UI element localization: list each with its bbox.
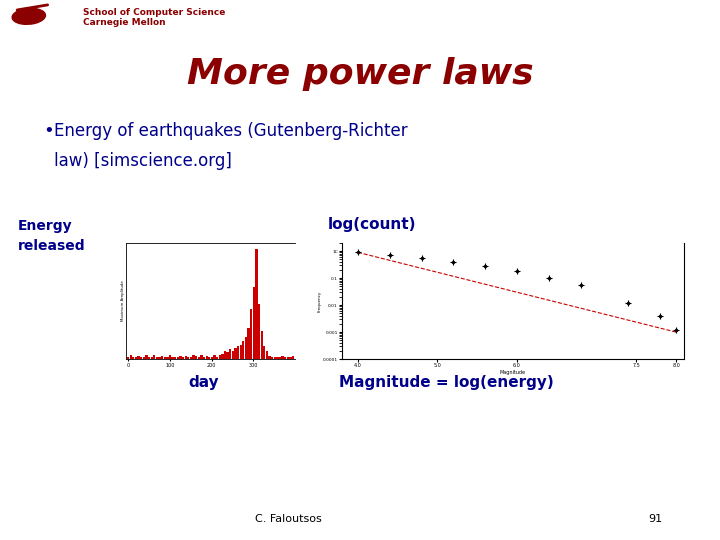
Bar [211, 357, 213, 359]
Text: 91: 91 [648, 514, 662, 524]
Bar [200, 355, 202, 359]
Bar [271, 357, 274, 359]
Bar [156, 357, 158, 359]
Bar [163, 357, 166, 359]
Bar [266, 352, 268, 359]
Bar [153, 355, 156, 359]
Bar [237, 346, 239, 359]
Text: C. Faloutsos: C. Faloutsos [255, 514, 321, 524]
Bar [148, 357, 150, 359]
Bar [190, 357, 192, 359]
Bar [292, 356, 294, 359]
Bar [234, 348, 237, 359]
Bar [145, 355, 148, 359]
Bar [203, 357, 205, 359]
Bar [245, 337, 247, 359]
Bar [229, 349, 231, 359]
Bar [171, 357, 174, 359]
Bar [227, 353, 229, 359]
Bar [135, 357, 137, 359]
Bar [198, 357, 200, 359]
Bar [232, 352, 234, 359]
Bar [176, 357, 179, 359]
Bar [274, 357, 276, 359]
Text: law) [simscience.org]: law) [simscience.org] [54, 152, 232, 170]
Bar [216, 357, 218, 359]
Text: day: day [189, 375, 219, 390]
Bar [221, 354, 223, 359]
Bar [242, 341, 245, 359]
Bar [282, 356, 284, 359]
Bar [158, 357, 161, 359]
Bar [287, 357, 289, 359]
Bar [187, 357, 189, 359]
Bar [276, 357, 279, 359]
Bar [174, 357, 176, 359]
Bar [269, 356, 271, 359]
Text: School of Computer Science: School of Computer Science [83, 8, 225, 17]
Bar [279, 357, 282, 359]
Bar [253, 287, 255, 359]
Text: Energy: Energy [18, 219, 73, 233]
Bar [182, 357, 184, 359]
Text: Magnitude = log(energy): Magnitude = log(energy) [339, 375, 554, 390]
Text: Energy of earthquakes (Gutenberg-Richter: Energy of earthquakes (Gutenberg-Richter [54, 122, 408, 139]
Bar [250, 309, 252, 359]
Bar [208, 357, 210, 359]
Text: log(count): log(count) [328, 217, 416, 232]
Bar [179, 356, 181, 359]
Bar [219, 355, 221, 359]
Bar [140, 357, 143, 359]
FancyArrowPatch shape [17, 5, 48, 10]
Text: More power laws: More power laws [186, 57, 534, 91]
Bar [240, 345, 242, 359]
Bar [289, 357, 292, 359]
Bar [127, 357, 129, 359]
Bar [284, 357, 287, 359]
Bar [130, 355, 132, 359]
Bar [224, 352, 226, 359]
Text: released: released [18, 239, 86, 253]
Bar [166, 357, 168, 359]
Bar [205, 356, 208, 359]
Ellipse shape [12, 8, 45, 24]
Y-axis label: Frequency: Frequency [318, 291, 321, 312]
Bar [213, 355, 216, 359]
Bar [169, 355, 171, 359]
Bar [258, 304, 260, 359]
Bar [192, 355, 194, 359]
Bar [263, 346, 266, 359]
Bar [261, 332, 263, 359]
Bar [195, 356, 197, 359]
Bar [143, 357, 145, 359]
Bar [150, 357, 153, 359]
Bar [256, 248, 258, 359]
Text: •: • [43, 122, 54, 139]
Bar [184, 356, 187, 359]
Bar [161, 356, 163, 359]
Bar [138, 356, 140, 359]
Bar [132, 357, 135, 359]
X-axis label: Magnitude: Magnitude [500, 370, 526, 375]
Text: Carnegie Mellon: Carnegie Mellon [83, 18, 166, 27]
Y-axis label: Maximum Amplitude: Maximum Amplitude [121, 281, 125, 321]
Bar [248, 328, 250, 359]
